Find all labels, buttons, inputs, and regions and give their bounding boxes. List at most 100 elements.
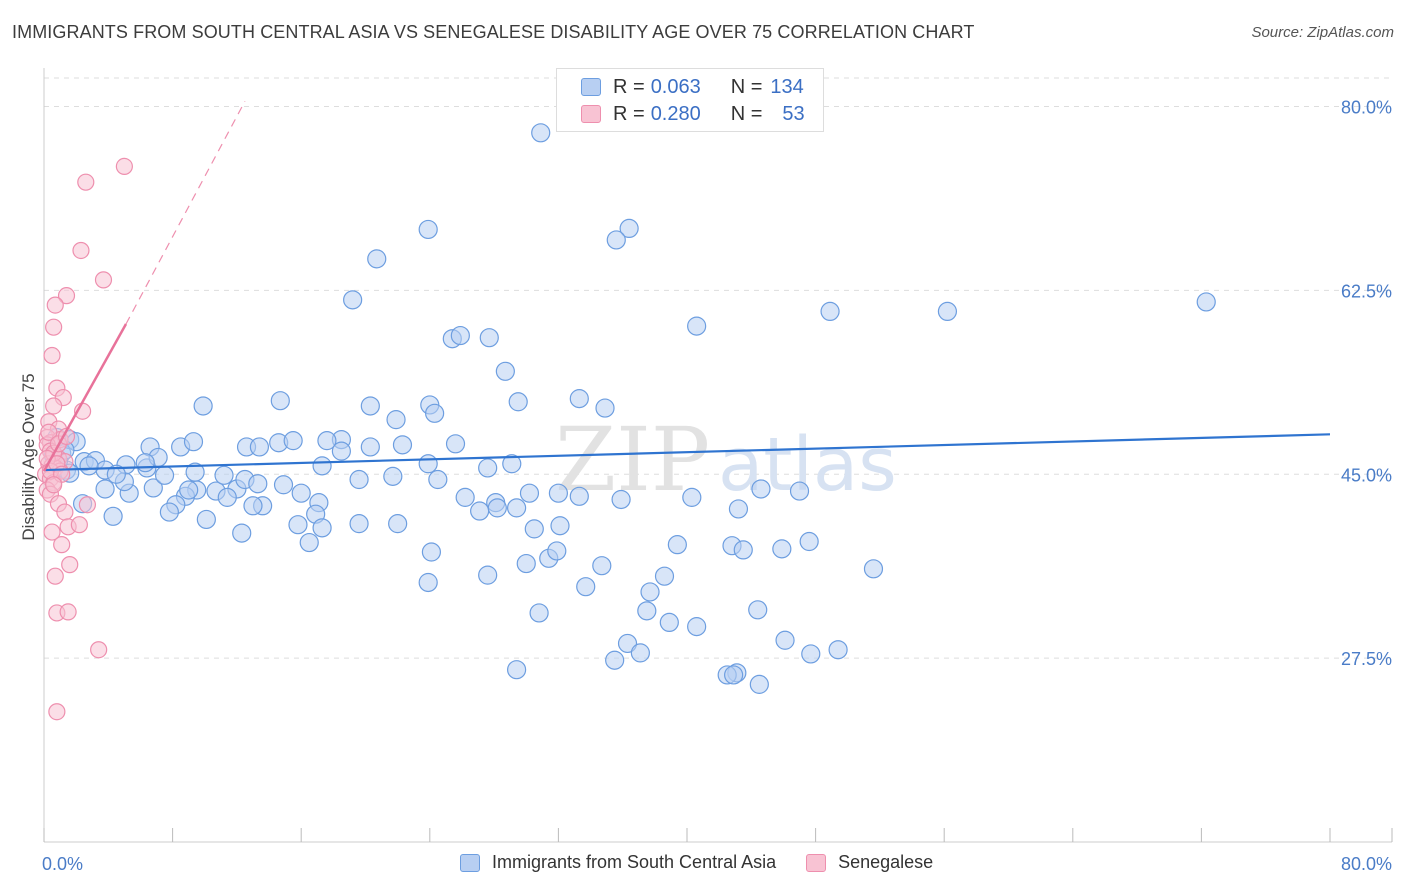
data-point-south-central-asia bbox=[495, 361, 515, 381]
data-point-south-central-asia bbox=[193, 396, 213, 416]
data-point-south-central-asia bbox=[154, 465, 175, 485]
y-tick-label: 80.0% bbox=[1341, 98, 1392, 118]
data-point-south-central-asia bbox=[95, 479, 115, 499]
data-point-senegalese bbox=[53, 536, 71, 554]
data-point-south-central-asia bbox=[299, 532, 319, 553]
data-point-south-central-asia bbox=[360, 396, 380, 416]
data-point-south-central-asia bbox=[273, 475, 294, 495]
data-point-south-central-asia bbox=[529, 603, 549, 623]
data-point-south-central-asia bbox=[487, 498, 507, 518]
data-point-south-central-asia bbox=[619, 218, 639, 238]
data-point-south-central-asia bbox=[630, 643, 650, 663]
data-point-south-central-asia bbox=[576, 577, 596, 597]
data-point-south-central-asia bbox=[248, 474, 268, 494]
data-point-south-central-asia bbox=[217, 487, 237, 507]
data-point-south-central-asia bbox=[383, 466, 403, 486]
legend-item-south-central-asia: Immigrants from South Central Asia bbox=[460, 852, 776, 873]
data-point-south-central-asia bbox=[550, 516, 570, 536]
data-point-senegalese bbox=[72, 241, 90, 260]
legend-item-label: Senegalese bbox=[838, 852, 934, 872]
data-point-senegalese bbox=[46, 296, 64, 314]
data-point-senegalese bbox=[59, 603, 77, 621]
data-point-south-central-asia bbox=[801, 644, 821, 664]
data-point-south-central-asia bbox=[605, 650, 625, 670]
data-point-south-central-asia bbox=[507, 498, 527, 518]
data-point-south-central-asia bbox=[388, 514, 408, 534]
data-point-south-central-asia bbox=[728, 499, 749, 519]
data-point-south-central-asia bbox=[654, 566, 675, 586]
data-point-south-central-asia bbox=[569, 486, 589, 506]
data-point-senegalese bbox=[57, 287, 76, 305]
data-point-senegalese bbox=[45, 476, 63, 494]
data-point-south-central-asia bbox=[196, 509, 216, 530]
data-point-south-central-asia bbox=[455, 487, 475, 507]
data-point-senegalese bbox=[45, 318, 63, 336]
y-axis-label: Disability Age Over 75 bbox=[19, 373, 38, 540]
data-point-south-central-asia bbox=[749, 674, 769, 694]
legend-n-value: 53 bbox=[782, 102, 805, 125]
data-point-south-central-asia bbox=[659, 612, 679, 633]
data-point-south-central-asia bbox=[1196, 292, 1216, 312]
data-point-south-central-asia bbox=[519, 483, 540, 503]
data-point-south-central-asia bbox=[724, 665, 744, 685]
data-point-south-central-asia bbox=[159, 502, 179, 522]
series-legend: Immigrants from South Central Asia Seneg… bbox=[460, 852, 963, 873]
data-point-south-central-asia bbox=[640, 582, 660, 602]
data-point-south-central-asia bbox=[392, 435, 413, 455]
data-point-south-central-asia bbox=[386, 410, 406, 430]
data-point-senegalese bbox=[48, 703, 66, 721]
data-point-senegalese bbox=[43, 523, 61, 541]
grid bbox=[44, 77, 1392, 659]
data-point-south-central-asia bbox=[508, 392, 528, 412]
data-point-senegalese bbox=[61, 556, 79, 574]
data-point-south-central-asia bbox=[312, 456, 332, 476]
pink-swatch bbox=[581, 105, 601, 123]
data-point-south-central-asia bbox=[135, 453, 155, 473]
data-point-south-central-asia bbox=[349, 514, 369, 534]
legend-n-value: 134 bbox=[770, 75, 804, 98]
data-point-senegalese bbox=[94, 271, 113, 289]
data-point-south-central-asia bbox=[592, 556, 612, 576]
data-point-south-central-asia bbox=[418, 572, 438, 593]
data-point-south-central-asia bbox=[611, 489, 631, 510]
data-point-south-central-asia bbox=[349, 469, 369, 490]
data-point-south-central-asia bbox=[283, 431, 303, 451]
chart-title: IMMIGRANTS FROM SOUTH CENTRAL ASIA VS SE… bbox=[12, 22, 975, 42]
data-point-south-central-asia bbox=[775, 630, 795, 650]
data-point-south-central-asia bbox=[524, 519, 544, 539]
data-point-south-central-asia bbox=[425, 403, 445, 423]
data-point-south-central-asia bbox=[421, 542, 442, 562]
data-point-south-central-asia bbox=[312, 518, 332, 538]
blue-swatch bbox=[460, 853, 480, 872]
legend-item-label: Immigrants from South Central Asia bbox=[492, 852, 777, 872]
data-point-south-central-asia bbox=[617, 633, 638, 654]
trend-line-senegalese-extended bbox=[125, 100, 246, 325]
data-point-south-central-asia bbox=[595, 398, 615, 418]
data-point-south-central-asia bbox=[470, 501, 490, 521]
pink-swatch bbox=[806, 853, 827, 872]
data-point-south-central-asia bbox=[682, 487, 702, 507]
blue-swatch bbox=[581, 78, 601, 96]
data-point-south-central-asia bbox=[606, 230, 626, 250]
data-point-senegalese bbox=[77, 173, 95, 191]
data-point-south-central-asia bbox=[687, 316, 707, 336]
data-point-south-central-asia bbox=[569, 389, 589, 409]
data-point-south-central-asia bbox=[748, 600, 768, 620]
x-tick-label: 0.0% bbox=[42, 854, 83, 874]
data-point-south-central-asia bbox=[249, 437, 270, 457]
legend-row-blue: R = 0.063 N = 134 bbox=[581, 75, 804, 99]
data-point-south-central-asia bbox=[418, 454, 438, 474]
data-point-senegalese bbox=[115, 157, 133, 176]
data-point-south-central-asia bbox=[937, 301, 958, 322]
data-point-south-central-asia bbox=[637, 601, 657, 621]
legend-n-label: N = bbox=[730, 102, 763, 125]
data-point-south-central-asia bbox=[291, 483, 311, 503]
data-point-senegalese bbox=[46, 567, 64, 585]
data-point-south-central-asia bbox=[502, 454, 522, 474]
trend-lines bbox=[42, 100, 1331, 472]
data-point-south-central-asia bbox=[243, 496, 263, 516]
y-tick-label: 62.5% bbox=[1341, 281, 1392, 301]
data-point-senegalese bbox=[40, 423, 58, 441]
legend-r-value: 0.280 bbox=[650, 102, 701, 125]
